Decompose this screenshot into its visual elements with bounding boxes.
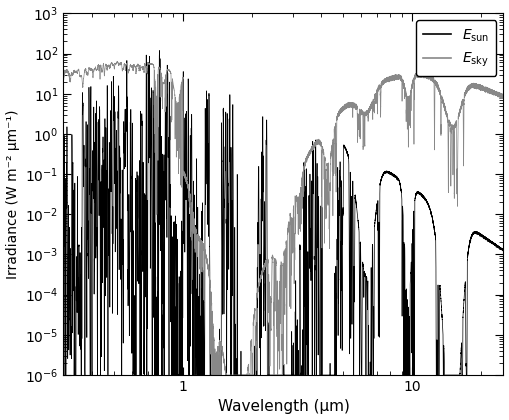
X-axis label: Wavelength (μm): Wavelength (μm) <box>217 399 349 415</box>
Y-axis label: Irradiance (W m⁻² μm⁻¹): Irradiance (W m⁻² μm⁻¹) <box>6 110 19 279</box>
Legend: $E_{\mathregular{sun}}$, $E_{\mathregular{sky}}$: $E_{\mathregular{sun}}$, $E_{\mathregula… <box>416 20 496 76</box>
